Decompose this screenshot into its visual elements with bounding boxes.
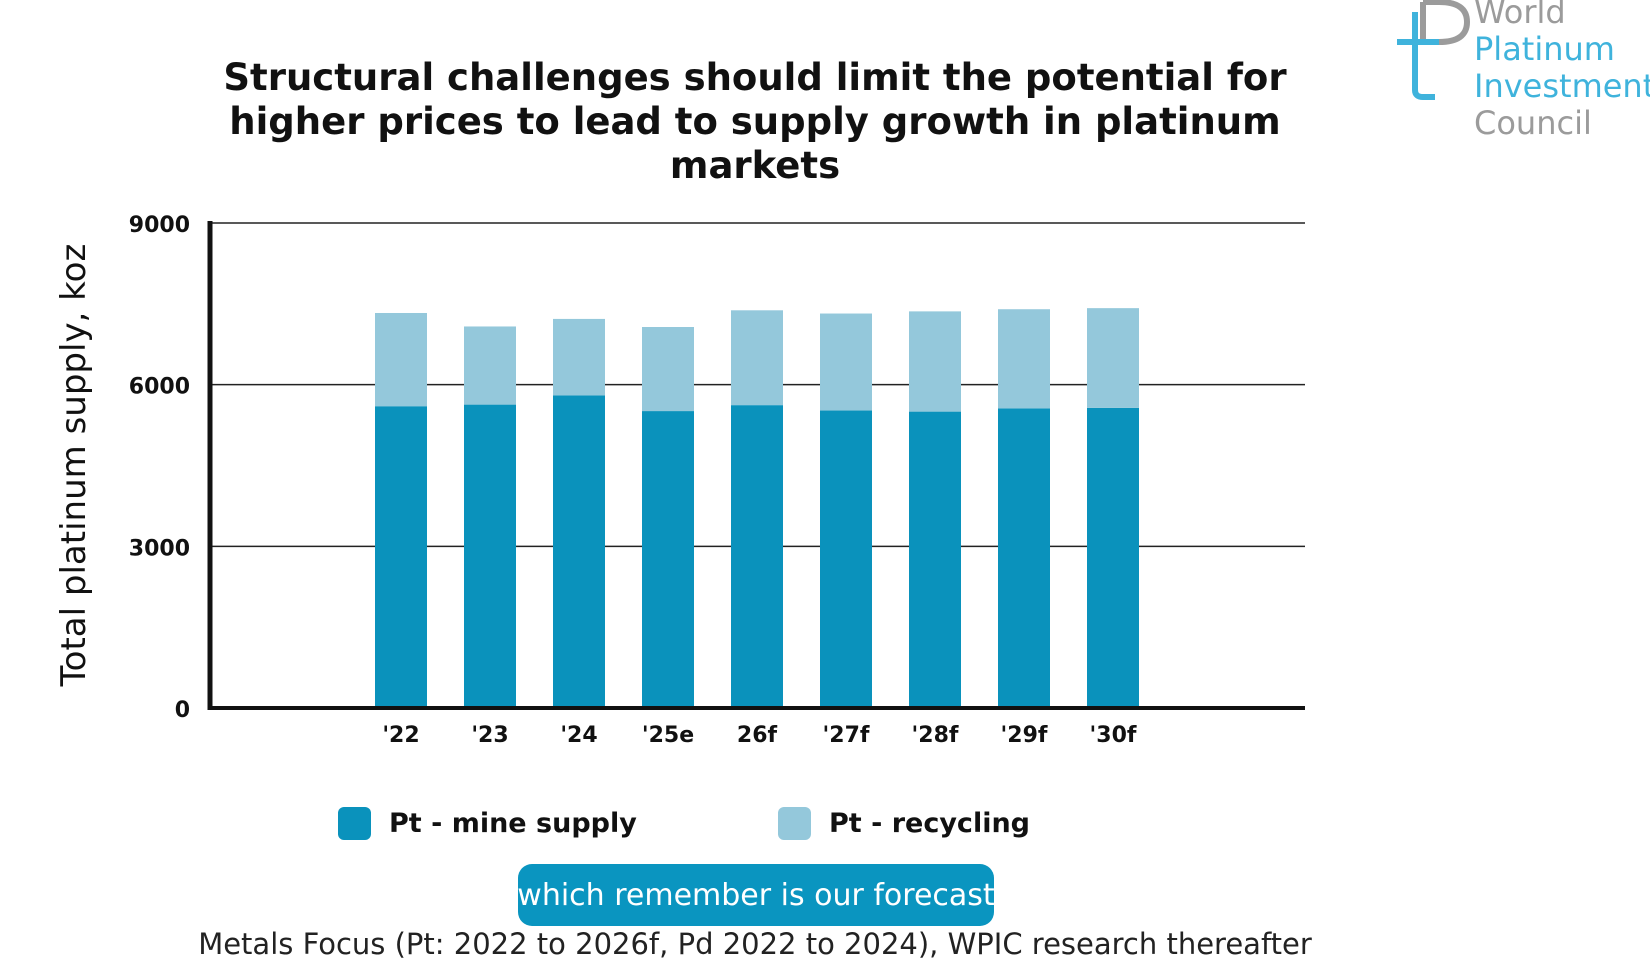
x-tick-label-1: '23 — [471, 723, 508, 748]
y-tick-label-3000: 3000 — [129, 536, 190, 561]
bar-recycling-3 — [642, 327, 694, 412]
x-tick-label-8: '30f — [1090, 723, 1137, 748]
logo-word-platinum: Platinum — [1474, 30, 1615, 68]
x-tick-label-4: 26f — [737, 723, 778, 748]
platinum-logo-mark-icon — [1397, 0, 1470, 100]
source-note: Metals Focus (Pt: 2022 to 2026f, Pd 2022… — [198, 927, 1312, 961]
x-tick-label-5: '27f — [823, 723, 870, 748]
wpic-logo: World Platinum Investment Council — [1395, 0, 1650, 150]
legend-swatch-recycling — [778, 806, 811, 840]
logo-word-council: Council — [1474, 104, 1592, 142]
subtitle-caption: which remember is our forecast — [517, 864, 995, 926]
legend-item-recycling: Pt - recycling — [778, 806, 1030, 840]
bar-mine-supply-6 — [909, 411, 961, 708]
bar-recycling-8 — [1087, 308, 1139, 408]
logo-word-investment: Investment — [1474, 67, 1650, 105]
bar-mine-supply-1 — [464, 404, 516, 708]
y-tick-label-9000: 9000 — [129, 213, 190, 238]
bar-mine-supply-0 — [375, 406, 427, 708]
legend-label-recycling: Pt - recycling — [829, 807, 1030, 839]
bar-recycling-6 — [909, 311, 961, 412]
bar-mine-supply-4 — [731, 405, 783, 708]
y-tick-label-0: 0 — [175, 698, 190, 723]
chart-title: Structural challenges should limit the p… — [140, 56, 1370, 188]
stacked-bar-chart: 0 3000 6000 9000 '22 '23 '24 '25e 26f '27f '28f '29… — [129, 213, 1305, 748]
x-tick-label-6: '28f — [912, 723, 959, 748]
bar-mine-supply-8 — [1087, 407, 1139, 708]
x-tick-label-7: '29f — [1001, 723, 1048, 748]
logo-word-world: World — [1474, 0, 1566, 31]
x-tick-label-2: '24 — [560, 723, 597, 748]
y-tick-label-6000: 6000 — [129, 375, 190, 400]
x-tick-label-3: '25e — [642, 723, 694, 748]
title-line-2: higher prices to lead to supply growth i… — [229, 100, 1281, 187]
bar-recycling-2 — [553, 318, 605, 396]
bar-recycling-7 — [998, 309, 1050, 409]
x-tick-label-0: '22 — [382, 723, 419, 748]
bar-recycling-1 — [464, 326, 516, 405]
bar-recycling-4 — [731, 310, 783, 406]
bar-recycling-0 — [375, 312, 427, 407]
bar-recycling-5 — [820, 313, 872, 411]
legend-swatch-mine-supply — [338, 806, 371, 840]
legend-label-mine-supply: Pt - mine supply — [389, 807, 637, 839]
bar-mine-supply-3 — [642, 411, 694, 708]
logo-wordmark: World Platinum Investment Council — [1474, 0, 1650, 142]
legend-item-mine-supply: Pt - mine supply — [338, 806, 637, 840]
bar-mine-supply-2 — [553, 395, 605, 708]
bar-mine-supply-7 — [998, 408, 1050, 708]
title-line-1: Structural challenges should limit the p… — [223, 56, 1287, 99]
bar-mine-supply-5 — [820, 410, 872, 708]
